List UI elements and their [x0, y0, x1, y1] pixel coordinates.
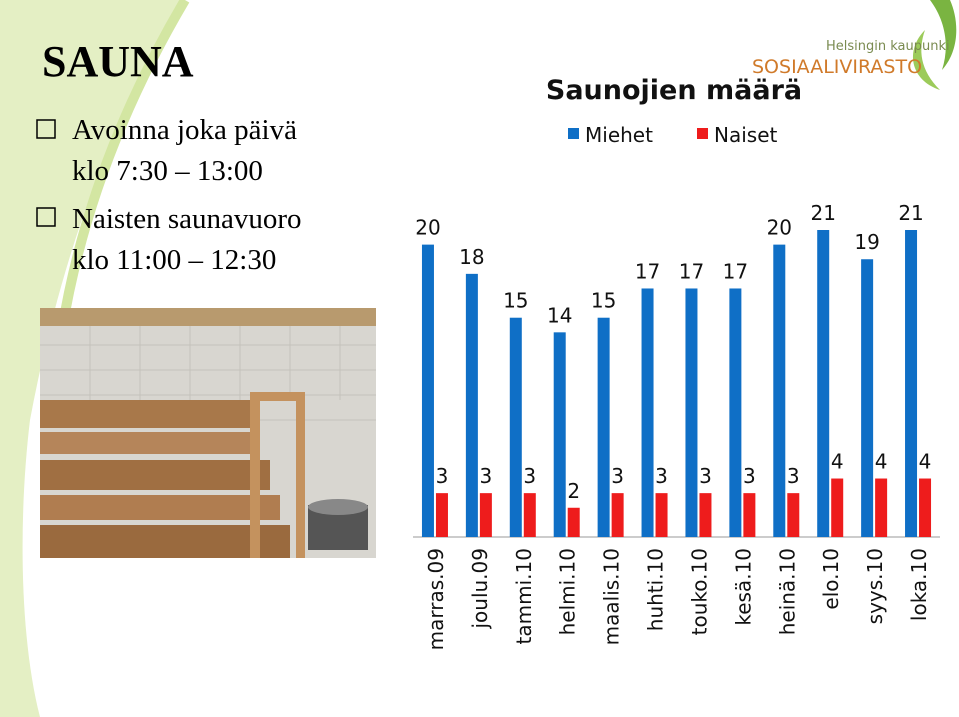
bar	[729, 288, 742, 537]
data-label: 4	[875, 450, 888, 474]
x-tick-label: loka.10	[907, 548, 931, 621]
data-label: 15	[503, 289, 528, 313]
bar	[743, 493, 756, 537]
data-label: 17	[723, 259, 748, 283]
decor-swoosh	[0, 0, 185, 717]
data-label: 14	[547, 303, 572, 327]
data-label: 3	[655, 464, 668, 488]
bar	[699, 493, 712, 537]
bar	[567, 507, 580, 537]
logo-text: SOSIAALIVIRASTO	[752, 56, 922, 78]
bullet-text: Avoinna joka päivä	[72, 114, 297, 146]
bar	[523, 493, 536, 537]
x-tick-label: heinä.10	[775, 548, 799, 635]
logo-text: Helsingin kaupunki	[826, 39, 950, 54]
bar	[905, 230, 918, 537]
chart: Miehet Naiset marras.09 20 3 joulu.09 18 3 tammi…	[413, 123, 940, 650]
bar	[553, 332, 566, 537]
bullet-text: Naisten saunavuoro	[72, 203, 302, 235]
data-label: 3	[523, 464, 536, 488]
bar	[611, 493, 624, 537]
decor-leaf	[913, 30, 940, 90]
data-label: 3	[699, 464, 712, 488]
bullet-text: klo 7:30 – 13:00	[72, 155, 263, 187]
x-tick-label: touko.10	[687, 548, 711, 635]
data-label: 19	[854, 230, 879, 254]
legend-label: Miehet	[585, 123, 653, 147]
legend-swatch	[697, 128, 708, 139]
x-tick-label: helmi.10	[556, 548, 580, 635]
x-tick-label: joulu.09	[468, 548, 492, 630]
decor-swoosh	[57, 0, 190, 331]
data-label: 18	[459, 245, 484, 269]
data-label: 21	[898, 201, 923, 225]
bar	[465, 273, 478, 537]
bar	[509, 317, 522, 537]
data-label: 3	[611, 464, 624, 488]
bar	[817, 230, 830, 537]
legend-label: Naiset	[714, 123, 777, 147]
bar	[435, 493, 448, 537]
bar	[773, 244, 786, 537]
decor-leaf	[930, 0, 957, 70]
bar	[685, 288, 698, 537]
x-tick-label: huhti.10	[644, 548, 668, 631]
data-label: 3	[743, 464, 756, 488]
legend-swatch	[568, 128, 579, 139]
data-label: 3	[480, 464, 493, 488]
bar	[919, 478, 932, 537]
data-label: 17	[679, 259, 704, 283]
x-tick-label: marras.09	[424, 548, 448, 650]
bar	[479, 493, 492, 537]
data-label: 15	[591, 289, 616, 313]
data-label: 21	[810, 201, 835, 225]
bar	[831, 478, 844, 537]
x-tick-label: tammi.10	[512, 548, 536, 644]
chart-title: Saunojien määrä	[546, 75, 802, 106]
x-tick-label: kesä.10	[731, 548, 755, 626]
data-label: 17	[635, 259, 660, 283]
slide-title: SAUNA	[42, 37, 194, 86]
x-tick-label: elo.10	[819, 548, 843, 610]
data-label: 4	[919, 450, 932, 474]
bar	[597, 317, 610, 537]
data-label: 20	[415, 216, 440, 240]
x-tick-label: syys.10	[863, 548, 887, 624]
bar	[787, 493, 800, 537]
bar	[861, 259, 874, 537]
bar	[875, 478, 888, 537]
bar	[421, 244, 434, 537]
bullet-text: klo 11:00 – 12:30	[72, 244, 276, 276]
x-tick-label: maalis.10	[600, 548, 624, 645]
bar	[655, 493, 668, 537]
data-label: 20	[767, 216, 792, 240]
bullet-icon	[36, 119, 56, 139]
data-label: 3	[787, 464, 800, 488]
sauna-photo	[40, 308, 376, 558]
bullet-icon	[36, 207, 56, 227]
data-label: 4	[831, 450, 844, 474]
data-label: 2	[567, 479, 580, 503]
data-label: 3	[436, 464, 449, 488]
bar	[641, 288, 654, 537]
